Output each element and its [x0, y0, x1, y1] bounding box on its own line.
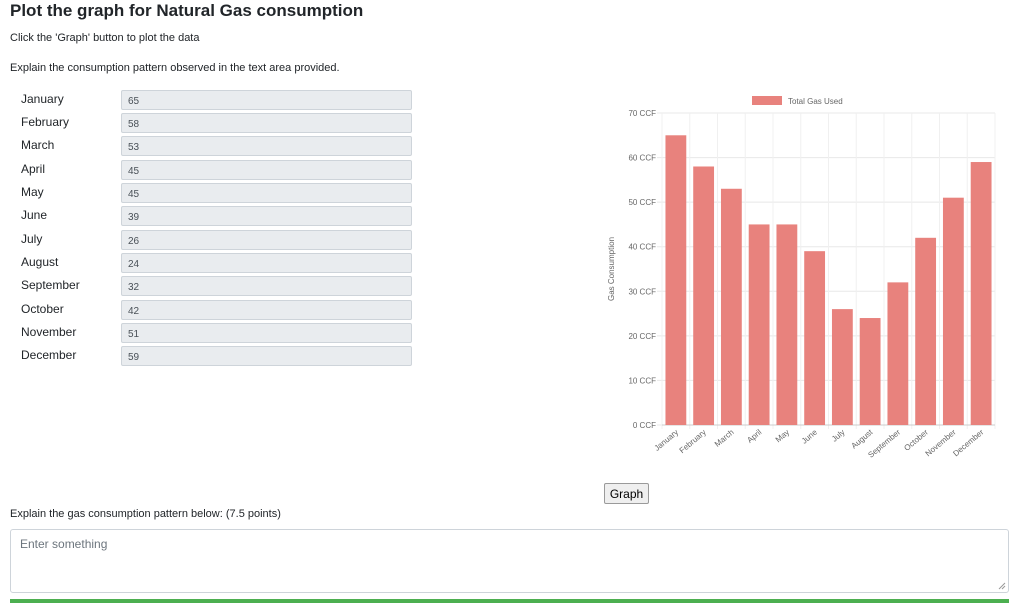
month-label: February	[21, 115, 70, 129]
legend-label: Total Gas Used	[788, 97, 843, 106]
y-tick-label: 30 CCF	[628, 287, 656, 296]
y-tick-label: 50 CCF	[628, 198, 656, 207]
month-row-february: February	[21, 113, 416, 135]
month-value-input[interactable]	[121, 300, 412, 320]
month-row-june: June	[21, 206, 416, 228]
x-tick-label: December	[951, 427, 985, 458]
month-row-august: August	[21, 253, 416, 275]
y-tick-label: 20 CCF	[628, 332, 656, 341]
month-label: August	[21, 255, 59, 269]
y-tick-label: 10 CCF	[628, 376, 656, 385]
bar-september	[887, 282, 909, 425]
month-row-january: January	[21, 90, 416, 112]
y-tick-label: 70 CCF	[628, 109, 656, 118]
month-value-input[interactable]	[121, 276, 412, 296]
month-row-december: December	[21, 346, 416, 368]
month-label: July	[21, 232, 43, 246]
month-value-input[interactable]	[121, 113, 412, 133]
bar-october	[915, 237, 937, 425]
month-value-input[interactable]	[121, 136, 412, 156]
x-tick-label: January	[653, 428, 681, 453]
month-label: November	[21, 325, 77, 339]
bar-june	[804, 251, 826, 425]
bar-february	[693, 166, 715, 425]
month-row-november: November	[21, 323, 416, 345]
x-tick-label: March	[713, 428, 736, 449]
month-label: October	[21, 302, 64, 316]
month-value-input[interactable]	[121, 90, 412, 110]
gas-usage-bar-chart: 0 CCF 10 CCF 20 CCF 30 CCF 40 CCF 50 CCF 60 CC…	[607, 96, 996, 460]
month-label: January	[21, 92, 64, 106]
month-row-july: July	[21, 230, 416, 252]
explain-instruction: Explain the consumption pattern observed…	[10, 62, 340, 74]
y-tick-label: 40 CCF	[628, 243, 656, 252]
x-tick-label: July	[830, 428, 847, 444]
month-value-input[interactable]	[121, 160, 412, 180]
bar-july	[831, 309, 853, 425]
legend-swatch	[752, 96, 782, 105]
x-tick-label: June	[800, 427, 819, 445]
bar-april	[748, 224, 770, 425]
x-tick-label: August	[850, 427, 875, 450]
explain-textarea[interactable]	[10, 529, 1009, 593]
graph-instruction: Click the 'Graph' button to plot the dat…	[10, 32, 200, 44]
explain-label: Explain the gas consumption pattern belo…	[10, 508, 281, 520]
y-tick-label: 60 CCF	[628, 154, 656, 163]
month-row-april: April	[21, 160, 416, 182]
bar-december	[970, 162, 992, 425]
month-value-input[interactable]	[121, 346, 412, 366]
month-label: May	[21, 185, 44, 199]
x-tick-label: April	[745, 428, 763, 445]
month-row-october: October	[21, 300, 416, 322]
month-row-march: March	[21, 136, 416, 158]
x-tick-label: May	[774, 428, 791, 445]
bar-march	[720, 188, 742, 425]
month-value-input[interactable]	[121, 183, 412, 203]
month-label: December	[21, 348, 77, 362]
month-value-input[interactable]	[121, 230, 412, 250]
bar-november	[942, 197, 964, 425]
month-label: March	[21, 138, 55, 152]
progress-bar	[10, 599, 1009, 603]
month-label: September	[21, 278, 80, 292]
month-row-september: September	[21, 276, 416, 298]
bar-january	[665, 135, 687, 425]
bar-may	[776, 224, 798, 425]
month-label: April	[21, 162, 46, 176]
month-value-input[interactable]	[121, 253, 412, 273]
month-value-input[interactable]	[121, 206, 412, 226]
month-row-may: May	[21, 183, 416, 205]
x-tick-label: February	[678, 428, 708, 455]
bar-august	[859, 318, 881, 425]
y-tick-label: 0 CCF	[633, 421, 656, 430]
month-label: June	[21, 208, 48, 222]
graph-button[interactable]: Graph	[604, 483, 649, 504]
resize-handle-icon[interactable]	[998, 582, 1006, 590]
page-title: Plot the graph for Natural Gas consumpti…	[10, 1, 364, 20]
month-value-input[interactable]	[121, 323, 412, 343]
y-axis-title: Gas Consumption	[607, 237, 616, 301]
